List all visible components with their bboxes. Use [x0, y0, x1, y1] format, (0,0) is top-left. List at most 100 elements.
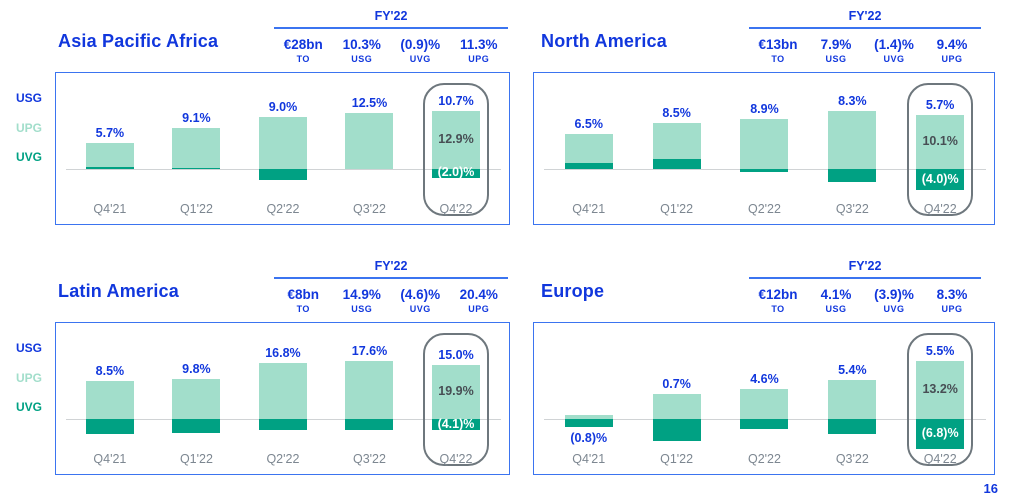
usg-label: 4.6%: [750, 371, 779, 386]
quarter-label: Q2'22: [266, 202, 300, 216]
fy-stat-uvg: (1.4)% UVG: [865, 37, 923, 64]
quarter-label: Q1'22: [179, 202, 213, 216]
uvg-bar: [172, 419, 221, 434]
stat-value: 4.1%: [820, 287, 852, 302]
fy-stat-upg: 11.3% UPG: [450, 37, 509, 64]
fy22-summary: FY'22 €12bn TO 4.1% USG (3.9)% UVG 8.3% …: [749, 259, 981, 314]
uvg-value-label: (4.1)%: [437, 416, 475, 431]
quarter-label: Q4'22: [439, 452, 473, 466]
upg-bar: [172, 378, 221, 419]
usg-label: 8.3%: [838, 94, 867, 108]
fy22-heading: FY'22: [374, 259, 408, 273]
upg-bar: [258, 363, 307, 419]
fy-stat-to: €8bn TO: [274, 287, 333, 314]
fy-stat-usg: 4.1% USG: [807, 287, 865, 314]
uvg-bar: [431, 169, 480, 178]
uvg-value-label: (2.0)%: [437, 165, 475, 180]
fy22-stats-row: €28bn TO 10.3% USG (0.9)% UVG 11.3% UPG: [274, 37, 508, 64]
usg-label: 5.5%: [925, 344, 955, 358]
highlight-pill: [907, 83, 974, 216]
fy-stat-uvg: (0.9)% UVG: [391, 37, 450, 64]
quarter-label: Q3'22: [352, 452, 386, 466]
quarter-label: Q4'21: [572, 452, 606, 466]
quarter-label: Q2'22: [266, 452, 300, 466]
stat-value: €12bn: [758, 287, 798, 302]
uvg-bar: [916, 169, 965, 191]
fy-stat-usg: 10.3% USG: [333, 37, 392, 64]
stat-label: UPG: [941, 304, 963, 314]
uvg-value-label: (6.8)%: [921, 425, 959, 440]
region-title: Latin America: [58, 281, 179, 301]
plot-area: 5.7% Q4'21 9.1% Q1'22 9.0% Q2'22 12.5% Q3'22 10.…: [56, 73, 509, 224]
legend-usg: USG: [16, 91, 43, 105]
fy22-underline: [749, 277, 981, 279]
usg-label: 17.6%: [351, 344, 388, 358]
region-panel-europe: Europe FY'22 €12bn TO 4.1% USG (3.9)% UV…: [505, 250, 1010, 500]
region-title: North America: [541, 31, 667, 51]
page-number: 16: [983, 481, 998, 496]
uvg-bar: [85, 166, 134, 169]
upg-value-label: 19.9%: [438, 384, 474, 399]
upg-bar: [916, 361, 965, 419]
upg-bar: [564, 414, 613, 419]
chart-north-america: 6.5% Q4'21 8.5% Q1'22 8.9% Q2'22 8.3% Q3'22 5.7%…: [533, 72, 995, 225]
stat-label: UVG: [883, 304, 905, 314]
upg-bar: [564, 134, 613, 164]
stat-label: USG: [351, 54, 373, 64]
upg-bar: [828, 379, 877, 419]
stat-value: (1.4)%: [874, 37, 914, 52]
stat-value: (0.9)%: [400, 37, 441, 52]
upg-bar: [740, 118, 789, 169]
fy-stat-uvg: (3.9)% UVG: [865, 287, 923, 314]
quarter-label: Q4'22: [923, 202, 957, 216]
uvg-bar: [85, 419, 134, 434]
stat-value: €8bn: [287, 287, 319, 302]
quarter-label: Q2'22: [747, 452, 781, 466]
fy22-underline: [274, 277, 508, 279]
stat-value: 8.3%: [936, 287, 968, 302]
upg-bar: [916, 114, 965, 169]
fy22-heading: FY'22: [848, 259, 882, 273]
fy-stat-uvg: (4.6)% UVG: [391, 287, 450, 314]
stat-label: USG: [825, 304, 847, 314]
region-panel-latin-america: Latin America FY'22 €8bn TO 14.9% USG (4…: [0, 250, 510, 500]
fy22-underline: [274, 27, 508, 29]
stat-label: UVG: [883, 54, 905, 64]
fy22-summary: FY'22 €13bn TO 7.9% USG (1.4)% UVG 9.4% …: [749, 9, 981, 64]
stat-label: TO: [771, 54, 785, 64]
stat-label: UPG: [468, 54, 490, 64]
usg-label: 8.5%: [662, 106, 691, 121]
uvg-bar: [828, 169, 877, 183]
stat-label: UPG: [941, 54, 963, 64]
stat-value: (4.6)%: [400, 287, 441, 302]
upg-bar: [740, 388, 789, 419]
stat-value: €28bn: [283, 37, 323, 52]
legend-uvg: UVG: [16, 150, 43, 164]
chart-latin-america: 8.5% Q4'21 9.8% Q1'22 16.8% Q2'22 17.6% Q3'22 15…: [55, 322, 510, 475]
quarter-label: Q1'22: [660, 202, 694, 216]
uvg-bar: [652, 158, 701, 169]
stat-value: 14.9%: [342, 287, 381, 302]
fy22-stats-row: €8bn TO 14.9% USG (4.6)% UVG 20.4% UPG: [274, 287, 508, 314]
stat-value: 9.4%: [936, 37, 968, 52]
uvg-bar: [652, 419, 701, 442]
usg-label: 9.0%: [268, 100, 298, 115]
upg-bar: [431, 111, 480, 169]
usg-label: 9.8%: [182, 361, 211, 376]
chart-asia-pacific-africa: 5.7% Q4'21 9.1% Q1'22 9.0% Q2'22 12.5% Q3'22 10.…: [55, 72, 510, 225]
fy22-heading: FY'22: [374, 9, 408, 23]
usg-label: 8.9%: [750, 101, 779, 116]
stat-label: UVG: [409, 54, 431, 64]
uvg-bar: [564, 163, 613, 169]
usg-label: 0.7%: [662, 376, 691, 391]
uvg-bar: [740, 419, 789, 430]
upg-bar: [345, 361, 394, 419]
stat-label: TO: [296, 304, 310, 314]
stat-label: UPG: [468, 304, 490, 314]
fy-stat-upg: 8.3% UPG: [923, 287, 981, 314]
fy22-heading: FY'22: [848, 9, 882, 23]
usg-label: 12.5%: [351, 95, 388, 110]
region-title: Asia Pacific Africa: [58, 31, 219, 51]
stat-value: (3.9)%: [874, 287, 914, 302]
